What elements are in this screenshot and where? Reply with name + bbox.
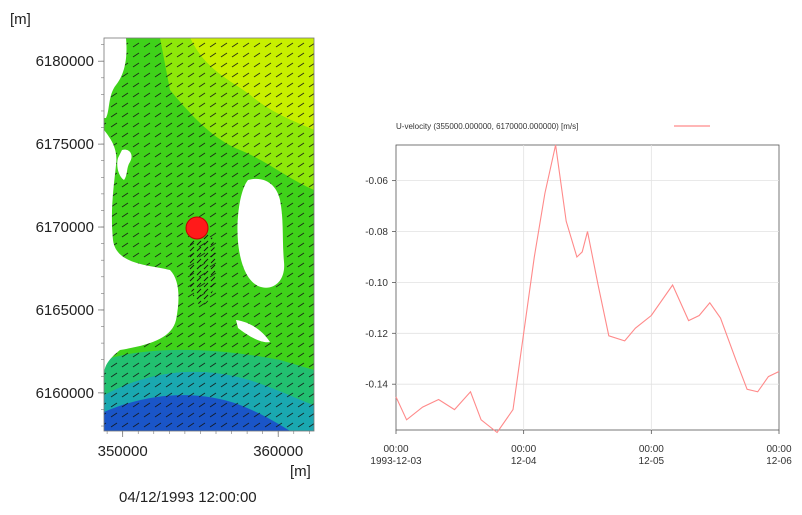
island-east [237, 178, 285, 288]
map-y-tick-label: 6170000 [36, 219, 94, 236]
x-tick-time-label: 00:00 [766, 444, 791, 455]
map-axes: 6180000 6175000 6170000 6165000 6160000 35000… [36, 44, 310, 460]
chart-grid [396, 145, 779, 430]
velocity-contour-map [104, 38, 314, 431]
timeseries-chart: U-velocity (355000.000000, 6170000.00000… [365, 122, 792, 467]
map-y-tick-label: 6180000 [36, 53, 94, 70]
x-tick-time-label: 00:00 [383, 444, 408, 455]
x-tick-date-label: 12-04 [511, 456, 537, 467]
x-tick-date-label: 1993-12-03 [370, 456, 422, 467]
x-tick-time-label: 00:00 [639, 444, 664, 455]
dense-arrows [188, 225, 216, 305]
map-y-tick-label: 6165000 [36, 302, 94, 319]
location-marker[interactable] [185, 216, 209, 240]
map-y-unit: [m] [10, 11, 31, 28]
map-y-tick-label: 6160000 [36, 385, 94, 402]
map-x-tick-label: 360000 [253, 443, 303, 460]
map-timestamp: 04/12/1993 12:00:00 [119, 489, 257, 506]
y-tick-label: -0.08 [365, 227, 388, 238]
y-tick-label: -0.10 [365, 278, 388, 289]
map-frame [103, 37, 315, 432]
x-tick-date-label: 12-05 [639, 456, 665, 467]
spit [236, 320, 270, 343]
plot-area [395, 144, 780, 431]
y-tick-label: -0.14 [365, 380, 388, 391]
x-tick-time-label: 00:00 [511, 444, 536, 455]
islet [117, 149, 132, 180]
y-tick-label: -0.12 [365, 329, 388, 340]
u-velocity-series [395, 144, 780, 434]
map-x-unit: [m] [290, 463, 311, 480]
legend-label: U-velocity (355000.000000, 6170000.00000… [396, 122, 578, 131]
chart-axes: -0.06-0.08-0.10-0.12-0.1400:001993-12-03… [365, 176, 792, 467]
land-northwest [104, 38, 127, 118]
map-x-tick-label: 350000 [98, 443, 148, 460]
land-west [104, 130, 179, 375]
map-panel: 6180000 6175000 6170000 6165000 6160000 35000… [10, 11, 315, 506]
x-tick-date-label: 12-06 [766, 456, 792, 467]
y-tick-label: -0.06 [365, 176, 388, 187]
map-y-tick-label: 6175000 [36, 136, 94, 153]
